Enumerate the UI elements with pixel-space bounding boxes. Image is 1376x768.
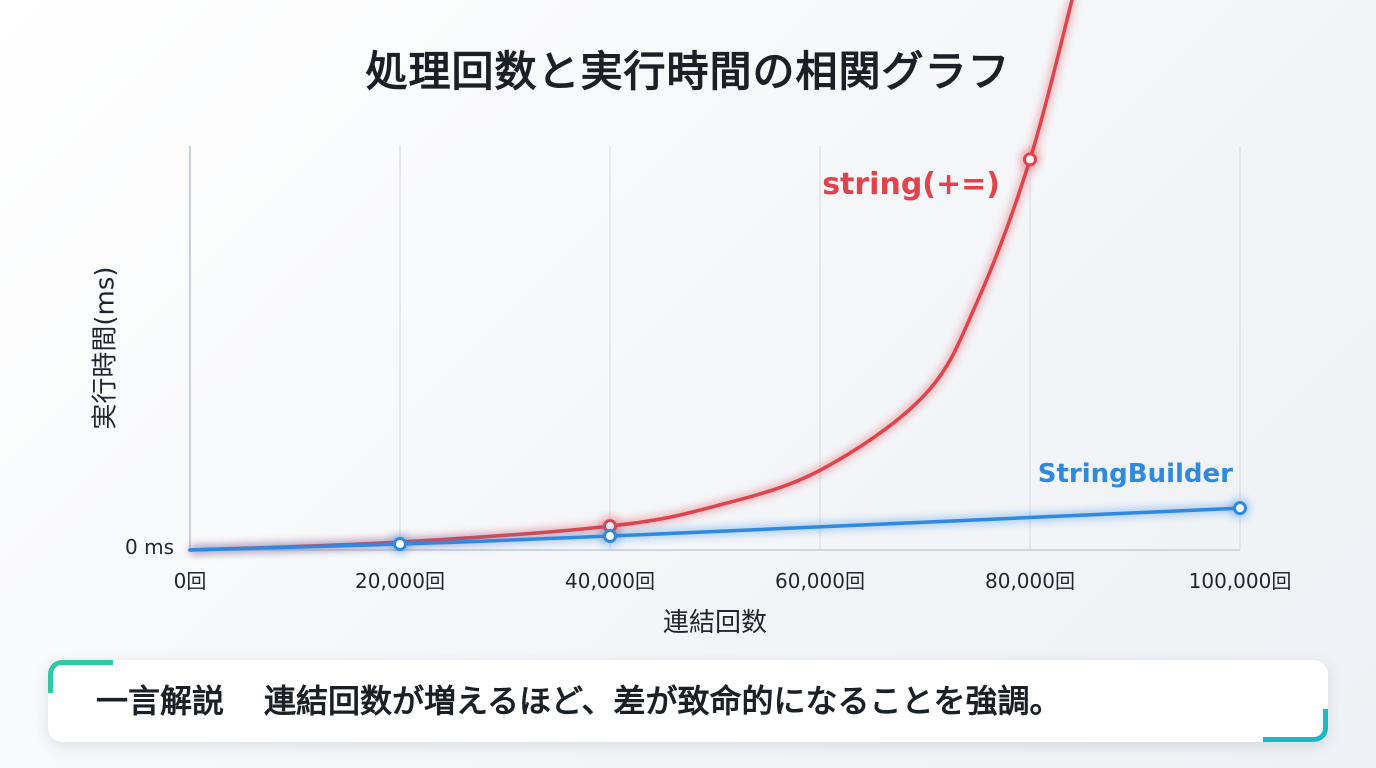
callout-corner-accent-top-left	[48, 660, 113, 693]
callout-corner-accent-bottom-right	[1263, 709, 1328, 742]
x-tick-label: 60,000回	[775, 569, 865, 593]
data-point-stringbuilder	[603, 529, 617, 544]
x-tick-label: 40,000回	[565, 569, 655, 593]
x-tick-label: 100,000回	[1189, 569, 1292, 593]
data-point-stringbuilder	[393, 537, 407, 552]
data-point-stringbuilder	[1233, 501, 1247, 516]
series-label-stringbuilder: StringBuilder	[1038, 459, 1233, 489]
callout-label: 一言解説	[96, 682, 225, 720]
x-tick-label: 80,000回	[985, 569, 1075, 593]
series-glow-string-concat	[189, 0, 1077, 555]
chart-title: 処理回数と実行時間の相関グラフ	[365, 47, 1011, 96]
line-chart: 0回 20,000回 40,000回 60,000回 80,000回 100,000回 0 …	[125, 0, 1292, 593]
x-tick-label: 20,000回	[355, 569, 445, 593]
series-line-string-concat	[188, 0, 1074, 552]
callout-text: 連結回数が増えるほど、差が致命的になることを強調。	[264, 682, 1062, 720]
series-label-string-concat: string(+=)	[822, 167, 1000, 202]
explanation-callout: 一言解説 連結回数が増えるほど、差が致命的になることを強調。	[48, 660, 1328, 742]
x-tick-label: 0回	[174, 569, 207, 593]
series-line-stringbuilder	[188, 506, 1242, 552]
data-point-string-concat	[1023, 152, 1037, 167]
x-axis-title: 連結回数	[662, 608, 768, 638]
callout-content: 一言解説 連結回数が増えるほど、差が致命的になることを強調。	[96, 660, 1061, 742]
y-tick-label: 0 ms	[125, 535, 174, 559]
